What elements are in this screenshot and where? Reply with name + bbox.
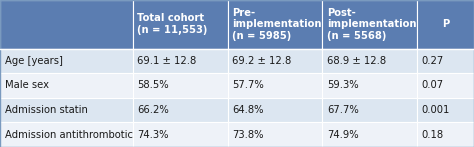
Text: 74.9%: 74.9% <box>327 130 359 140</box>
Bar <box>0 98 133 122</box>
Text: Male sex: Male sex <box>5 80 49 90</box>
Text: Age [years]: Age [years] <box>5 56 63 66</box>
Bar <box>228 122 322 147</box>
Text: 0.001: 0.001 <box>422 105 450 115</box>
Bar <box>322 49 417 73</box>
Text: 73.8%: 73.8% <box>232 130 264 140</box>
Bar <box>228 0 322 49</box>
Bar <box>228 49 322 73</box>
Text: 66.2%: 66.2% <box>137 105 169 115</box>
Text: 69.2 ± 12.8: 69.2 ± 12.8 <box>232 56 292 66</box>
Bar <box>0 73 133 98</box>
Text: 0.27: 0.27 <box>422 56 444 66</box>
Text: 74.3%: 74.3% <box>137 130 169 140</box>
Bar <box>322 0 417 49</box>
Text: Admission statin: Admission statin <box>5 105 88 115</box>
Text: 59.3%: 59.3% <box>327 80 359 90</box>
Bar <box>322 73 417 98</box>
Bar <box>322 122 417 147</box>
Text: 0.07: 0.07 <box>422 80 444 90</box>
Text: Pre-
implementation
(n = 5985): Pre- implementation (n = 5985) <box>232 8 322 41</box>
Text: 0.18: 0.18 <box>422 130 444 140</box>
Text: 57.7%: 57.7% <box>232 80 264 90</box>
Bar <box>133 49 228 73</box>
Bar <box>0 0 133 49</box>
Text: P: P <box>442 19 449 29</box>
Text: 69.1 ± 12.8: 69.1 ± 12.8 <box>137 56 197 66</box>
Bar <box>417 49 474 73</box>
Text: Admission antithrombotic: Admission antithrombotic <box>5 130 133 140</box>
Text: 58.5%: 58.5% <box>137 80 169 90</box>
Bar <box>228 98 322 122</box>
Text: 68.9 ± 12.8: 68.9 ± 12.8 <box>327 56 386 66</box>
Bar <box>228 73 322 98</box>
Text: Post-
implementation
(n = 5568): Post- implementation (n = 5568) <box>327 8 417 41</box>
Bar <box>0 49 133 73</box>
Bar <box>133 122 228 147</box>
Text: 67.7%: 67.7% <box>327 105 359 115</box>
Bar <box>417 73 474 98</box>
Bar <box>0 122 133 147</box>
Text: Total cohort
(n = 11,553): Total cohort (n = 11,553) <box>137 14 208 35</box>
Bar <box>417 98 474 122</box>
Bar <box>417 122 474 147</box>
Text: 64.8%: 64.8% <box>232 105 264 115</box>
Bar <box>133 0 228 49</box>
Bar <box>322 98 417 122</box>
Bar <box>417 0 474 49</box>
Bar <box>133 98 228 122</box>
Bar <box>133 73 228 98</box>
